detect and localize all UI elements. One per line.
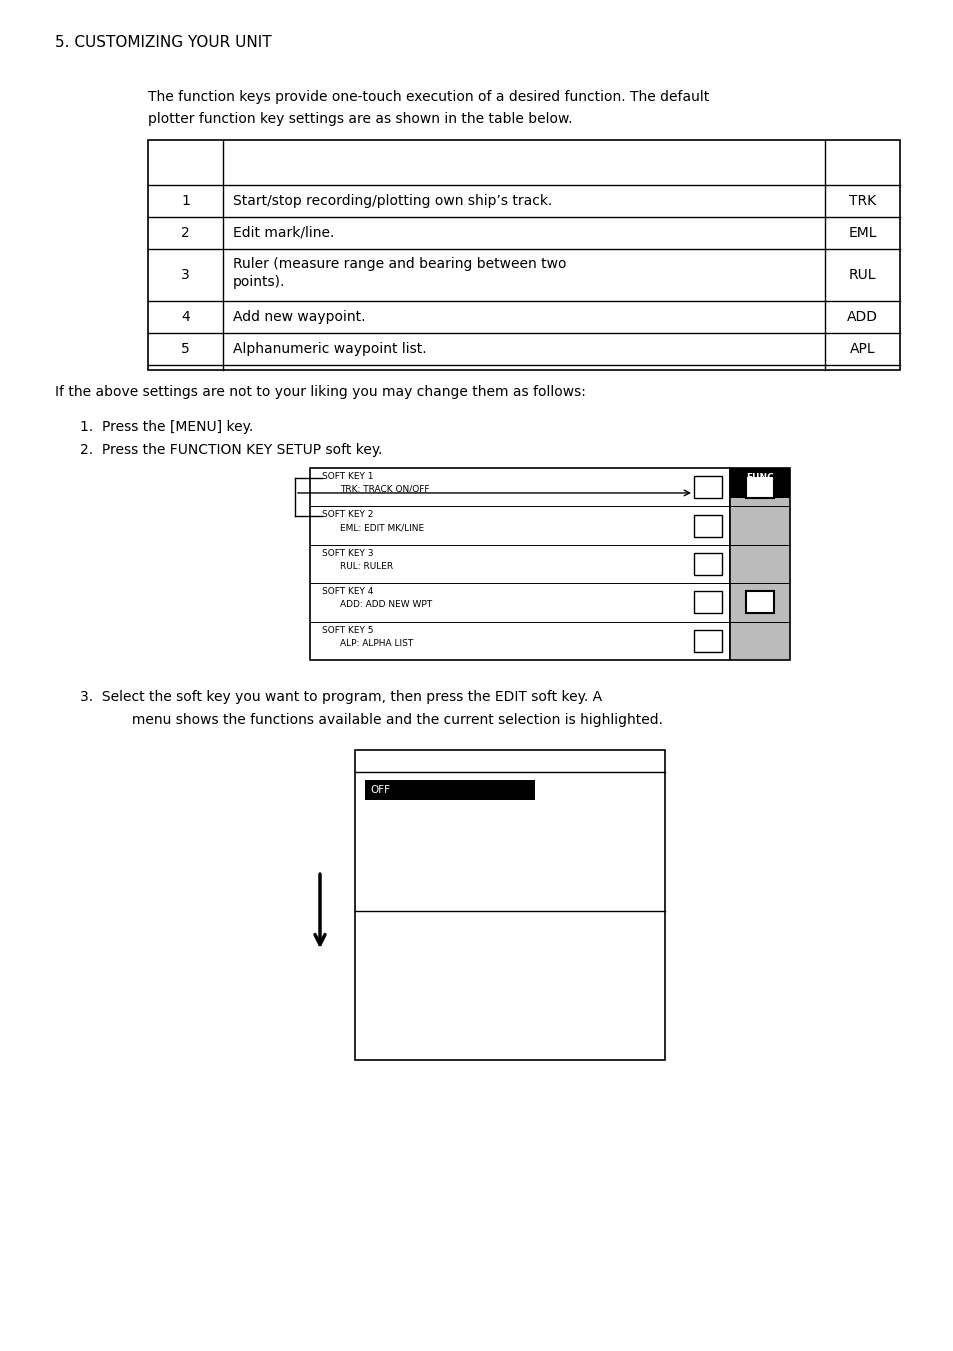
Text: SOFT KEY 5: SOFT KEY 5 (322, 626, 374, 635)
Text: 2: 2 (181, 226, 190, 240)
Bar (729, 467, 789, 661)
Text: ADD: ADD (846, 309, 877, 324)
Text: 4: 4 (181, 309, 190, 324)
Text: 2.  Press the FUNCTION KEY SETUP soft key.: 2. Press the FUNCTION KEY SETUP soft key… (80, 443, 382, 457)
Text: plotter function key settings are as shown in the table below.: plotter function key settings are as sho… (148, 112, 572, 126)
Text: Edit mark/line.: Edit mark/line. (233, 226, 334, 240)
Text: OFF: OFF (370, 785, 390, 794)
Text: menu shows the functions available and the current selection is highlighted.: menu shows the functions available and t… (110, 713, 662, 727)
Bar (148, 141, 899, 370)
Text: RUL: RULER: RUL: RULER (339, 562, 393, 571)
Text: SOFT KEY 3: SOFT KEY 3 (322, 549, 374, 558)
Text: Alphanumeric waypoint list.: Alphanumeric waypoint list. (233, 342, 426, 357)
Text: 5. CUSTOMIZING YOUR UNIT: 5. CUSTOMIZING YOUR UNIT (55, 35, 272, 50)
Bar (693, 515, 721, 536)
Text: SOFT KEY 2: SOFT KEY 2 (322, 511, 373, 519)
Text: The function keys provide one-touch execution of a desired function. The default: The function keys provide one-touch exec… (148, 91, 708, 104)
Bar (693, 553, 721, 576)
Text: 5: 5 (181, 342, 190, 357)
Text: Start/stop recording/plotting own ship’s track.: Start/stop recording/plotting own ship’s… (233, 195, 552, 208)
Text: FUNC
KEY: FUNC KEY (745, 473, 773, 493)
Bar (365, 780, 535, 800)
Text: TRK: TRACK ON/OFF: TRK: TRACK ON/OFF (339, 485, 429, 494)
Bar (745, 476, 773, 499)
Text: SOFT KEY 1: SOFT KEY 1 (322, 471, 374, 481)
Text: EML: EDIT MK/LINE: EML: EDIT MK/LINE (339, 523, 424, 532)
Text: EML: EML (847, 226, 876, 240)
Text: 3.  Select the soft key you want to program, then press the EDIT soft key. A: 3. Select the soft key you want to progr… (80, 690, 601, 704)
Text: ALP: ALPHA LIST: ALP: ALPHA LIST (339, 639, 413, 647)
Text: If the above settings are not to your liking you may change them as follows:: If the above settings are not to your li… (55, 385, 585, 399)
Bar (310, 467, 729, 661)
Text: Ruler (measure range and bearing between two: Ruler (measure range and bearing between… (233, 257, 566, 272)
Bar (693, 476, 721, 499)
Bar (729, 467, 789, 499)
Text: points).: points). (233, 276, 285, 289)
Text: 1.  Press the [MENU] key.: 1. Press the [MENU] key. (80, 420, 253, 434)
Bar (693, 592, 721, 613)
Text: SOFT KEY 4: SOFT KEY 4 (322, 588, 373, 596)
Text: TRK: TRK (848, 195, 875, 208)
Bar (355, 750, 664, 1061)
Text: Add new waypoint.: Add new waypoint. (233, 309, 365, 324)
Text: 1: 1 (181, 195, 190, 208)
Text: APL: APL (849, 342, 875, 357)
Text: 3: 3 (181, 267, 190, 282)
Bar (693, 630, 721, 651)
Text: ADD: ADD NEW WPT: ADD: ADD NEW WPT (339, 600, 432, 609)
Text: RUL: RUL (848, 267, 876, 282)
Bar (745, 592, 773, 613)
